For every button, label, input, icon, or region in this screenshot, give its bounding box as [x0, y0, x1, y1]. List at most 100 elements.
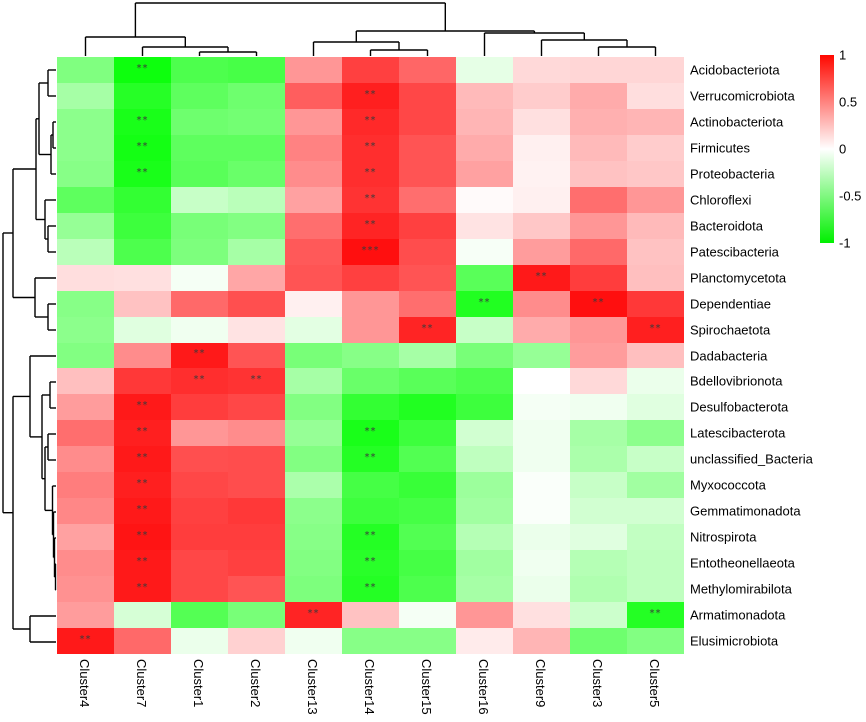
row-label: Proteobacteria [690, 166, 775, 182]
heatmap-cell [513, 212, 570, 239]
heatmap-cell [570, 524, 627, 551]
heatmap-cell [57, 472, 114, 499]
heatmap-cell [228, 602, 285, 629]
heatmap-cell: ** [57, 628, 114, 654]
heatmap-cell [456, 186, 513, 213]
heatmap-cell [228, 57, 285, 83]
heatmap-cell [285, 264, 342, 291]
significance-mark: *** [361, 244, 380, 256]
row-label: Actinobacteriota [690, 114, 784, 130]
heatmap-cell: ** [114, 160, 171, 187]
heatmap-cell [456, 160, 513, 187]
heatmap-cell [171, 472, 228, 499]
heatmap-cell [171, 498, 228, 525]
heatmap-cell [228, 82, 285, 109]
heatmap-cell [570, 108, 627, 135]
heatmap-cell [228, 576, 285, 603]
heatmap-cell [627, 186, 684, 213]
heatmap-cell [456, 238, 513, 265]
heatmap-cell [570, 498, 627, 525]
significance-mark: ** [421, 322, 434, 334]
row-label: unclassified_Bacteria [690, 451, 813, 467]
heatmap-cell [456, 316, 513, 343]
heatmap-cell [513, 290, 570, 317]
heatmap-cell [627, 82, 684, 109]
heatmap-cell [171, 186, 228, 213]
heatmap-cell [399, 160, 456, 187]
heatmap-cell [570, 238, 627, 265]
heatmap-cell [57, 264, 114, 291]
heatmap-cell [627, 238, 684, 265]
heatmap-cell [513, 602, 570, 629]
heatmap-cell [399, 82, 456, 109]
heatmap-cell [285, 82, 342, 109]
heatmap-cell [57, 212, 114, 239]
heatmap-cell: ** [114, 394, 171, 421]
column-label: Cluster2 [248, 659, 263, 708]
heatmap-cell: ** [114, 57, 171, 83]
row-label: Planctomycetota [690, 270, 787, 286]
heatmap-cell [627, 264, 684, 291]
significance-mark: ** [364, 218, 377, 230]
heatmap-cell [57, 57, 114, 83]
heatmap-cell: ** [228, 368, 285, 395]
heatmap-cell [57, 368, 114, 395]
heatmap-cell [456, 602, 513, 629]
row-label: Bacteroidota [690, 218, 763, 234]
significance-mark: ** [136, 478, 149, 490]
heatmap-cell [285, 342, 342, 369]
significance-mark: ** [136, 530, 149, 542]
heatmap-cell [456, 472, 513, 499]
heatmap-cell [570, 342, 627, 369]
heatmap-cell [114, 238, 171, 265]
heatmap-cell [57, 420, 114, 447]
heatmap-cell: ** [399, 316, 456, 343]
heatmap-cell [399, 342, 456, 369]
heatmap-cell [171, 238, 228, 265]
heatmap-cell [228, 498, 285, 525]
heatmap-cell: ** [114, 576, 171, 603]
color-scale-legend-bar [820, 55, 834, 243]
row-label: Elusimicrobiota [690, 633, 779, 649]
heatmap-cell [171, 264, 228, 291]
heatmap-cell [399, 368, 456, 395]
heatmap-cell [171, 628, 228, 654]
heatmap-cell [171, 420, 228, 447]
heatmap-cell [342, 57, 399, 83]
heatmap-cell [399, 134, 456, 161]
heatmap-cell [513, 524, 570, 551]
row-label: Dadabacteria [690, 348, 768, 363]
heatmap-cell [627, 57, 684, 83]
heatmap-cell [228, 212, 285, 239]
significance-mark: ** [364, 452, 377, 464]
row-label: Gemmatimonadota [690, 503, 801, 519]
heatmap-cell [57, 446, 114, 473]
heatmap-cell [399, 628, 456, 654]
heatmap-cell [114, 82, 171, 109]
row-dendrogram [2, 69, 57, 643]
column-label: Cluster15 [419, 659, 434, 715]
heatmap-cell [57, 134, 114, 161]
heatmap-cell [456, 134, 513, 161]
heatmap-cell [342, 602, 399, 629]
significance-mark: ** [136, 452, 149, 464]
heatmap-cell: ** [342, 108, 399, 135]
heatmap-cell [513, 576, 570, 603]
heatmap-cell: ** [342, 446, 399, 473]
heatmap-cell [627, 134, 684, 161]
heatmap-cell [57, 498, 114, 525]
row-label: Patescibacteria [690, 244, 779, 260]
significance-mark: ** [649, 322, 662, 334]
heatmap-grid: ** ** ** ** ** ** ** ** ** ** *** ** ** ** ** ** ** ** ** *… [57, 57, 684, 654]
heatmap-cell [513, 368, 570, 395]
heatmap-cell [399, 212, 456, 239]
heatmap-cell [57, 82, 114, 109]
row-label: Desulfobacterota [690, 399, 789, 415]
significance-mark: ** [136, 115, 149, 127]
heatmap-cell [456, 576, 513, 603]
heatmap-cell [456, 212, 513, 239]
heatmap-cell [627, 212, 684, 239]
heatmap-cell [171, 446, 228, 473]
heatmap-cell [285, 134, 342, 161]
